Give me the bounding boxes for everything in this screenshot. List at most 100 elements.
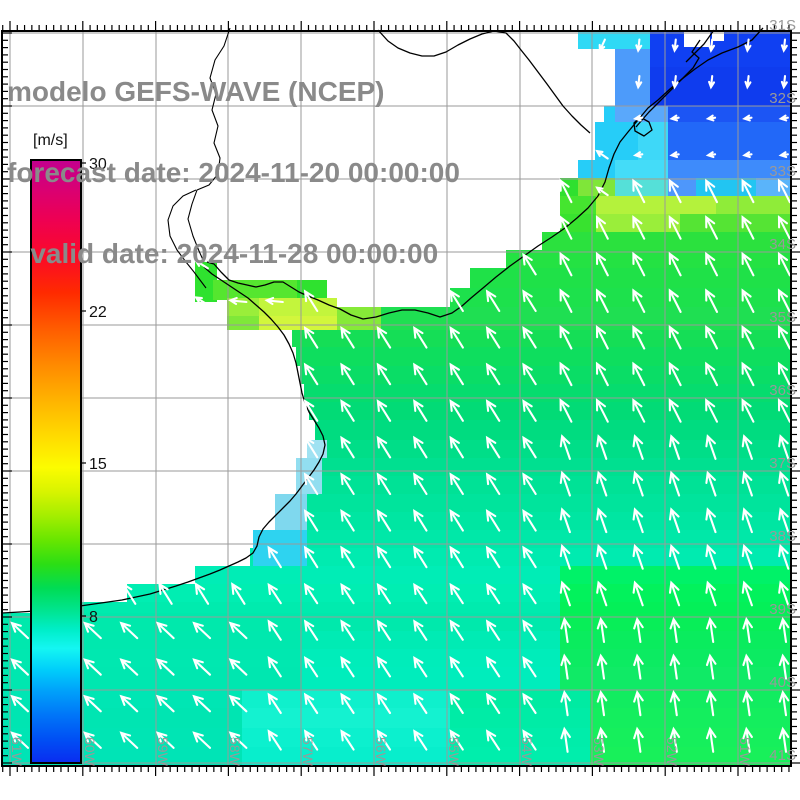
wind-arrow [668, 215, 682, 240]
wind-arrow [741, 470, 753, 497]
wind-arrow [741, 215, 755, 240]
wind-arrow [705, 507, 717, 534]
wind-arrow [376, 692, 392, 715]
wind-arrow [121, 582, 137, 605]
wind-arrow [340, 325, 355, 349]
wind-arrow [228, 658, 248, 676]
longitude-label: 56W [373, 737, 389, 767]
wind-arrow [340, 508, 355, 532]
wind-arrow [155, 658, 175, 676]
wind-arrow [668, 580, 681, 607]
wind-arrow [598, 38, 606, 53]
wind-arrow [449, 435, 464, 459]
wind-arrow [376, 619, 392, 641]
wind-arrow [777, 251, 791, 277]
wind-arrow [228, 621, 248, 640]
latitude-label: 35S [769, 309, 796, 326]
wind-arrow [741, 543, 753, 570]
wind-arrow [559, 398, 573, 423]
wind-arrow [632, 288, 646, 313]
wind-arrow [559, 434, 571, 460]
longitude-label: 60W [82, 737, 98, 767]
wind-arrow [741, 324, 755, 350]
wind-arrow [633, 726, 644, 753]
wind-arrow [705, 251, 719, 277]
wind-arrow [267, 729, 282, 751]
wind-arrow [780, 75, 788, 90]
wind-arrow [708, 38, 716, 53]
wind-arrow [522, 656, 537, 678]
wind-arrow [376, 399, 392, 422]
wind-arrow [155, 731, 175, 749]
wind-arrow [376, 472, 392, 496]
wind-arrow [449, 619, 464, 641]
wind-arrow [744, 75, 752, 90]
wind-arrow [194, 259, 209, 270]
wind-arrow [485, 289, 501, 313]
colorbar-tick-label: 22 [89, 304, 107, 321]
wind-arrow [632, 507, 644, 534]
wind-arrow [303, 435, 319, 459]
wind-arrow [596, 470, 608, 497]
wind-arrow [267, 619, 282, 641]
wind-arrow [778, 151, 789, 159]
wind-arrow [741, 251, 755, 277]
wind-arrow [632, 178, 646, 204]
wind-arrow [10, 621, 30, 640]
wind-arrow [340, 656, 355, 678]
wind-arrow [158, 582, 173, 605]
wind-arrow [194, 296, 209, 306]
wind-arrow [669, 690, 681, 717]
wind-arrow [192, 694, 212, 713]
wind-arrow [522, 435, 537, 459]
wind-arrow [778, 434, 790, 460]
wind-arrow [596, 653, 608, 680]
wind-arrow [231, 582, 246, 605]
wind-arrow [340, 399, 355, 422]
wind-arrow [522, 325, 537, 349]
wind-arrow [671, 38, 679, 53]
latitude-label: 33S [769, 163, 796, 180]
wind-arrow [632, 543, 644, 570]
wind-arrow [596, 434, 608, 460]
wind-arrow [778, 616, 790, 644]
wind-arrow [119, 658, 139, 676]
wind-arrow [669, 726, 681, 753]
wind-arrow [449, 582, 464, 605]
wind-arrow [522, 289, 537, 313]
wind-arrow [744, 38, 752, 53]
wind-arrow [668, 288, 682, 313]
wind-arrow [264, 296, 284, 306]
wind-arrow [449, 508, 464, 532]
wind-arrow [559, 361, 573, 387]
wind-arrow [413, 362, 428, 386]
wind-arrow [741, 361, 755, 387]
wind-arrow [559, 470, 571, 497]
wind-arrow [705, 151, 717, 159]
wind-arrow [559, 507, 571, 534]
wind-arrow [595, 324, 609, 350]
wind-arrow [485, 692, 501, 715]
wind-arrow [522, 252, 537, 276]
wind-arrow [705, 543, 717, 570]
wind-arrow [742, 690, 753, 717]
wind-arrow [413, 399, 428, 422]
wind-arrow [778, 653, 790, 680]
wind-arrow [449, 289, 464, 313]
wind-arrow [632, 215, 646, 240]
wind-arrow [376, 656, 392, 678]
wind-arrow [303, 729, 319, 751]
wind-arrow [635, 38, 643, 53]
wind-arrow [303, 325, 319, 349]
wind-arrow [522, 508, 537, 532]
longitude-label: 53W [591, 737, 607, 767]
wind-arrow [705, 215, 719, 240]
longitude-label: 55W [446, 737, 462, 767]
wind-arrow [192, 731, 212, 749]
wind-arrow [413, 729, 428, 751]
latitude-label: 36S [769, 382, 796, 399]
rivers [167, 27, 231, 289]
graticule-lines [2, 31, 791, 766]
wind-arrow [449, 545, 464, 569]
